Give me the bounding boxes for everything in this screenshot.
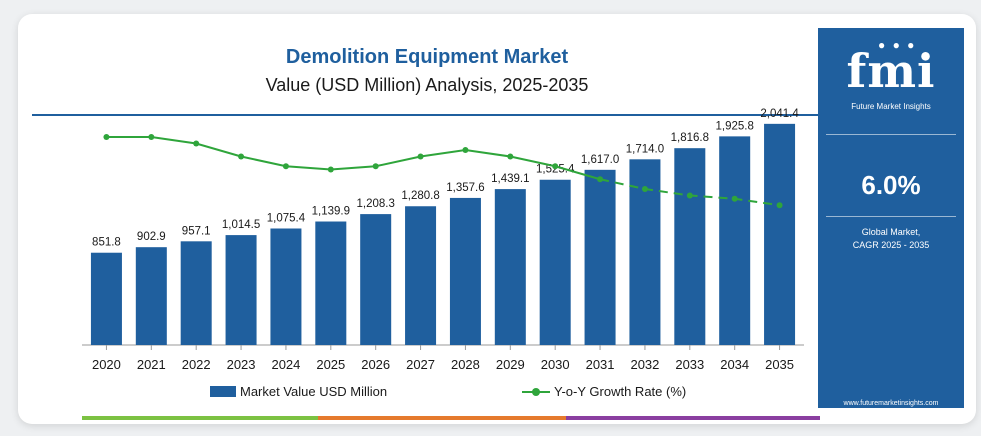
bar-2035 [764, 123, 796, 346]
growth-point-2027 [417, 153, 424, 160]
title-divider [32, 114, 822, 116]
bar-value-label-2031: 1,617.0 [581, 154, 619, 166]
growth-point-2030 [552, 163, 559, 170]
accent-bar-purple [566, 416, 820, 420]
growth-point-2029 [507, 153, 514, 160]
bar-value-label-2029: 1,439.1 [491, 173, 529, 185]
growth-point-2034 [731, 195, 738, 202]
x-tick-label-2021: 2021 [137, 357, 166, 372]
bar-value-label-2035: 2,041.4 [760, 108, 799, 120]
growth-point-2035 [776, 202, 783, 209]
brand-sidebar: fmi ● ● ● Future Market Insights 6.0% Gl… [818, 28, 964, 408]
growth-point-2033 [686, 192, 693, 199]
growth-point-2022 [193, 140, 200, 147]
chart-subtitle: Value (USD Million) Analysis, 2025-2035 [265, 75, 589, 95]
x-tick-label-2035: 2035 [765, 357, 794, 372]
fmi-logo: fmi [846, 44, 936, 98]
website-url: www.futuremarketinsights.com [843, 400, 939, 407]
x-tick-label-2026: 2026 [361, 357, 390, 372]
bar-value-label-2033: 1,816.8 [671, 132, 709, 144]
bar-value-label-2023: 1,014.5 [222, 219, 260, 231]
legend-line-swatch [522, 387, 550, 396]
accent-bar-green [82, 416, 318, 420]
chart-title: Demolition Equipment Market [285, 46, 569, 68]
growth-line-historical [106, 136, 601, 181]
growth-point-2024 [282, 163, 289, 170]
bar-value-label-2028: 1,357.6 [446, 182, 484, 194]
sidebar-divider-bottom [826, 216, 956, 217]
x-tick-label-2031: 2031 [586, 357, 615, 372]
bar-2020 [90, 252, 122, 345]
bar-2028 [449, 197, 481, 345]
bar-value-label-2034: 1,925.8 [716, 120, 754, 132]
bar-value-label-2030: 1,525.4 [536, 164, 575, 176]
bar-2021 [135, 247, 167, 345]
bar-2034 [719, 136, 751, 345]
x-tick-label-2025: 2025 [316, 357, 345, 372]
bar-line-chart: 851.8 2020 902.9 2021 957.1 2022 1,014.5 2023 1,… [82, 108, 804, 372]
bar-2024 [270, 228, 302, 345]
bar-value-label-2022: 957.1 [182, 225, 211, 237]
growth-point-2031 [597, 176, 604, 183]
sidebar-divider-top [826, 134, 956, 135]
x-tick-label-2020: 2020 [92, 357, 121, 372]
bar-2025 [315, 221, 347, 345]
accent-bar-orange [318, 416, 566, 420]
bar-value-label-2026: 1,208.3 [357, 198, 395, 210]
bar-2026 [360, 214, 392, 345]
chart-card: Demolition Equipment Market Value (USD M… [18, 14, 976, 424]
bar-2023 [225, 235, 257, 345]
x-tick-label-2022: 2022 [182, 357, 211, 372]
bar-2022 [180, 241, 212, 345]
bar-2033 [674, 148, 706, 345]
logo-subtext: Future Market Insights [851, 102, 931, 111]
x-tick-label-2024: 2024 [271, 357, 300, 372]
legend-item-line: Y-o-Y Growth Rate (%) [522, 384, 686, 399]
x-tick-label-2028: 2028 [451, 357, 480, 372]
legend-bar-label: Market Value USD Million [240, 384, 388, 399]
bar-2029 [494, 189, 526, 345]
growth-point-2021 [148, 134, 155, 140]
bar-value-label-2021: 902.9 [137, 231, 166, 243]
bar-value-label-2025: 1,139.9 [312, 206, 350, 218]
cagr-label: Global Market, CAGR 2025 - 2035 [836, 226, 946, 252]
x-tick-label-2030: 2030 [541, 357, 570, 372]
cagr-label-line2: CAGR 2025 - 2035 [852, 240, 930, 250]
legend-line-label: Y-o-Y Growth Rate (%) [554, 384, 687, 399]
bar-value-label-2020: 851.8 [92, 237, 121, 249]
growth-point-2028 [462, 147, 469, 153]
chart-panel: Demolition Equipment Market Value (USD M… [32, 28, 822, 420]
growth-point-2023 [238, 153, 245, 160]
cagr-value: 6.0% [861, 170, 921, 200]
logo-people-icon: ● ● ● [878, 38, 917, 52]
bar-value-label-2032: 1,714.0 [626, 143, 664, 155]
growth-point-2025 [327, 166, 334, 173]
bar-2030 [539, 179, 571, 345]
growth-point-2032 [641, 186, 648, 192]
bar-2031 [584, 169, 616, 345]
growth-point-2026 [372, 163, 379, 170]
x-tick-label-2034: 2034 [720, 357, 749, 372]
bar-2027 [405, 206, 437, 345]
x-tick-label-2033: 2033 [675, 357, 704, 372]
x-tick-label-2023: 2023 [227, 357, 256, 372]
legend-bar-swatch [210, 386, 236, 397]
cagr-label-line1: Global Market, [861, 227, 921, 237]
bar-value-label-2024: 1,075.4 [267, 212, 306, 224]
legend-item-bars: Market Value USD Million [210, 384, 387, 399]
x-tick-label-2029: 2029 [496, 357, 525, 372]
bar-value-label-2027: 1,280.8 [401, 190, 439, 202]
x-tick-label-2032: 2032 [630, 357, 659, 372]
growth-point-2020 [103, 134, 110, 140]
x-tick-label-2027: 2027 [406, 357, 435, 372]
